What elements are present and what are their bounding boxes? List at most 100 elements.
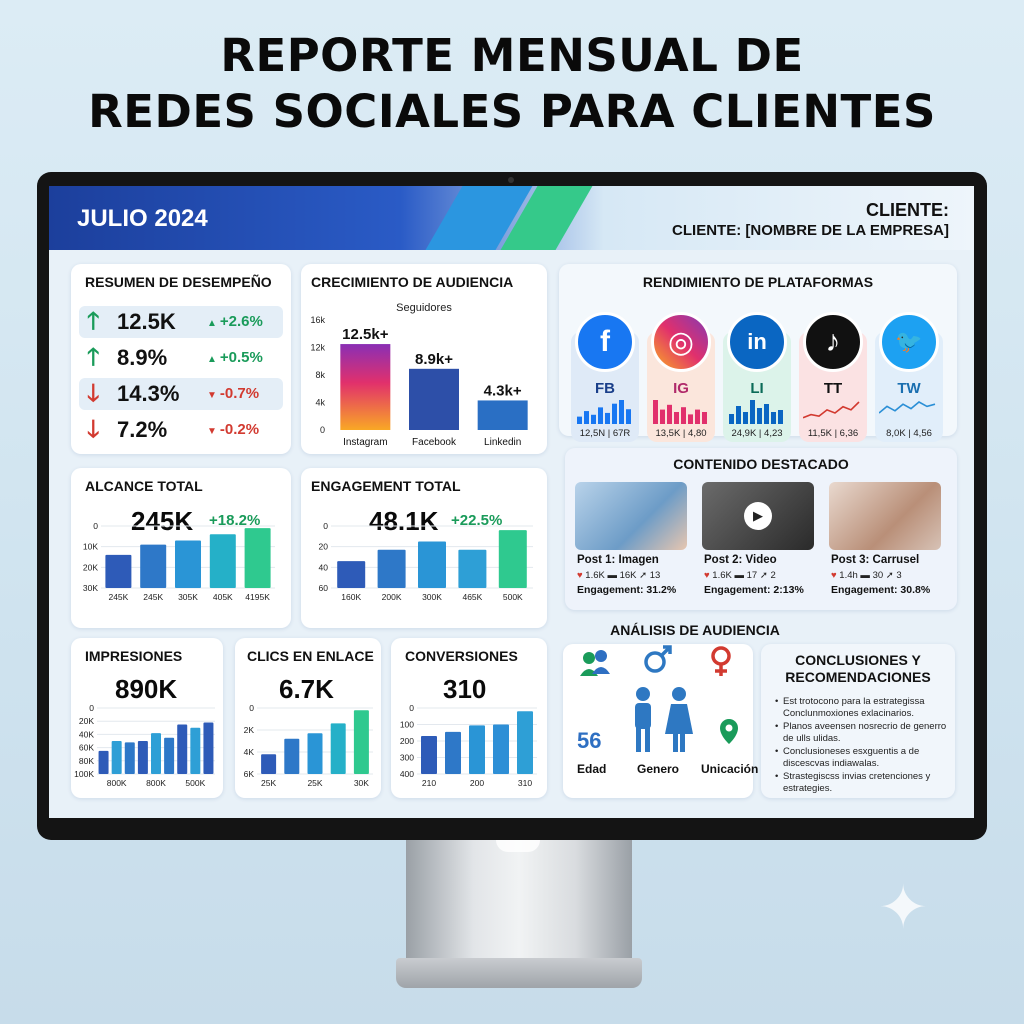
- impressions-bar-chart: 100K 80K 60K 40K 20K 0 800K 800K 500K: [74, 703, 215, 788]
- reach-delta: +18.2%: [209, 512, 261, 529]
- female-figure-icon: [665, 687, 693, 752]
- conclusions-title: CONCLUSIONES Y RECOMENDACIONES: [761, 652, 955, 686]
- y-tick-label: 0: [323, 521, 328, 531]
- platform-performance-card: RENDIMIENTO DE PLATAFORMAS f FB 12,5N | 67…: [559, 264, 957, 442]
- bar-value-label: 4.3k+: [484, 382, 522, 399]
- bar: [330, 723, 346, 774]
- post-thumbnail[interactable]: [575, 482, 687, 550]
- sparkline-bar: [577, 416, 582, 424]
- heart-icon: ♥: [704, 570, 713, 581]
- x-tick-label: 25K: [261, 778, 276, 788]
- sparkline-bar: [729, 414, 734, 424]
- triangle-down-icon: ▼: [207, 390, 217, 401]
- reach-card: ALCANCE TOTAL 245K +18.2% 30K 20K 10K 0 245K…: [71, 468, 291, 628]
- x-tick-label: 245K: [143, 592, 163, 602]
- post-engagement: Engagement: 2:13%: [704, 584, 804, 596]
- headline-line-2: REDES SOCIALES PARA CLIENTES: [88, 85, 936, 138]
- sparkline-bar: [605, 412, 610, 424]
- engagement-bar-chart: 60 40 20 0 160K 200K 300K 465K 500K: [319, 521, 533, 602]
- y-tick-label: 10K: [83, 542, 98, 552]
- y-tick-label: 4k: [315, 398, 325, 408]
- platform-sparkline: [653, 400, 707, 424]
- bar-value-label: 8.9k+: [415, 351, 453, 368]
- age-value: 56: [577, 728, 602, 753]
- platform-tt[interactable]: ♪ TT 11,5K | 6,36: [799, 312, 867, 442]
- kpi-row: 🡓 7.2% ▼ -0.2%: [79, 414, 283, 446]
- comments-count: 17: [746, 570, 758, 581]
- sparkline-bar: [771, 412, 776, 424]
- platform-tw[interactable]: 🐦 TW 8,0K | 4,56: [875, 312, 943, 442]
- bar: [445, 731, 461, 774]
- engagement-title: ENGAGEMENT TOTAL: [311, 478, 461, 494]
- impressions-title: IMPRESIONES: [85, 648, 183, 664]
- platform-stats: 13,5K | 4,80: [655, 428, 707, 439]
- kpi-delta: ▲ +2.6%: [207, 313, 263, 330]
- monitor-camera: [508, 177, 514, 183]
- conversions-value: 310: [443, 674, 487, 704]
- bar: [137, 741, 148, 774]
- post-thumbnail[interactable]: [829, 482, 941, 550]
- sparkline-bar: [702, 412, 707, 424]
- sparkline-bar: [743, 412, 748, 424]
- likes-count: 1.6K: [712, 570, 732, 581]
- sparkline-bar: [626, 409, 631, 424]
- y-tick-label: 60: [319, 583, 329, 593]
- age-label: Edad: [577, 762, 607, 776]
- x-tick-label: 500K: [185, 778, 205, 788]
- bar: [164, 737, 175, 774]
- y-tick-label: 6K: [244, 769, 255, 779]
- platform-fb[interactable]: f FB 12,5N | 67R: [571, 312, 639, 442]
- x-tick-label: Facebook: [412, 437, 457, 448]
- kpi-delta: ▲ +0.5%: [207, 349, 263, 366]
- stand-hole: [496, 840, 540, 852]
- arrow-up-icon: 🡑: [87, 308, 100, 335]
- y-tick-label: 300: [400, 753, 414, 763]
- comment-icon: ▬: [604, 570, 620, 581]
- summary-card: RESUMEN DE DESEMPEÑO 🡑 12.5K ▲ +2.6% 🡑 8.9% ▲ +…: [71, 264, 291, 454]
- engagement-card: ENGAGEMENT TOTAL 48.1K +22.5% 60 40 20 0 160…: [301, 468, 547, 628]
- engagement-delta: +22.5%: [451, 512, 503, 529]
- bar: [340, 344, 391, 430]
- kpi-value: 14.3%: [117, 381, 180, 406]
- location-pin-icon: [720, 719, 738, 744]
- bar: [409, 368, 459, 430]
- y-tick-label: 30K: [83, 583, 98, 593]
- sparkle-icon: ✦: [878, 874, 929, 941]
- female-symbol-icon: [711, 646, 731, 676]
- y-tick-label: 4K: [244, 747, 255, 757]
- bar: [517, 711, 533, 774]
- sparkline-bar: [757, 408, 762, 424]
- arrow-up-icon: 🡑: [87, 344, 100, 371]
- impressions-value: 890K: [115, 674, 178, 704]
- x-tick-label: Linkedin: [484, 437, 521, 448]
- y-tick-label: 8k: [315, 370, 325, 380]
- clicks-value: 6.7K: [279, 674, 334, 704]
- monitor-stand: [406, 840, 632, 962]
- conclusion-item: Conclusioneses esxguentis a de discescva…: [775, 746, 955, 769]
- kpi-delta-text: -0.2%: [219, 421, 260, 438]
- audience-growth-card: CRECIMIENTO DE AUDIENCIA Seguidores 16k 1…: [301, 264, 547, 454]
- kpi-delta-text: +2.6%: [219, 313, 263, 330]
- bar: [124, 742, 135, 774]
- post-title: Post 3: Carrusel: [831, 554, 920, 566]
- x-tick-label: 200K: [382, 592, 402, 602]
- bar: [353, 710, 369, 774]
- followers-bar-chart: 16k 12k 8k 4k 0 12.5k+ Instagram 8.9k+ Facebook 4…: [310, 315, 528, 448]
- bar: [261, 754, 277, 774]
- play-icon[interactable]: ▶: [744, 502, 772, 530]
- bar: [493, 724, 509, 774]
- platform-code: TT: [823, 380, 843, 397]
- platform-ig[interactable]: ◎ IG 13,5K | 4,80: [647, 312, 715, 442]
- sparkline-bar: [598, 407, 603, 424]
- share-icon: ➚: [883, 570, 897, 581]
- post-thumbnail[interactable]: ▶: [702, 482, 814, 550]
- platform-li[interactable]: in LI 24,9K | 4,23: [723, 312, 791, 442]
- sparkline-bar: [688, 414, 693, 424]
- summary-title: RESUMEN DE DESEMPEÑO: [85, 274, 272, 290]
- followers-chart-title: Seguidores: [396, 302, 452, 314]
- kpi-delta-text: +0.5%: [219, 349, 263, 366]
- page-headline: REPORTE MENSUAL DE REDES SOCIALES PARA C…: [0, 28, 1024, 140]
- platform-title: RENDIMIENTO DE PLATAFORMAS: [642, 274, 874, 290]
- kpi-row: 🡓 14.3% ▼ -0.7%: [79, 378, 283, 410]
- kpi-delta-text: -0.7%: [219, 385, 260, 402]
